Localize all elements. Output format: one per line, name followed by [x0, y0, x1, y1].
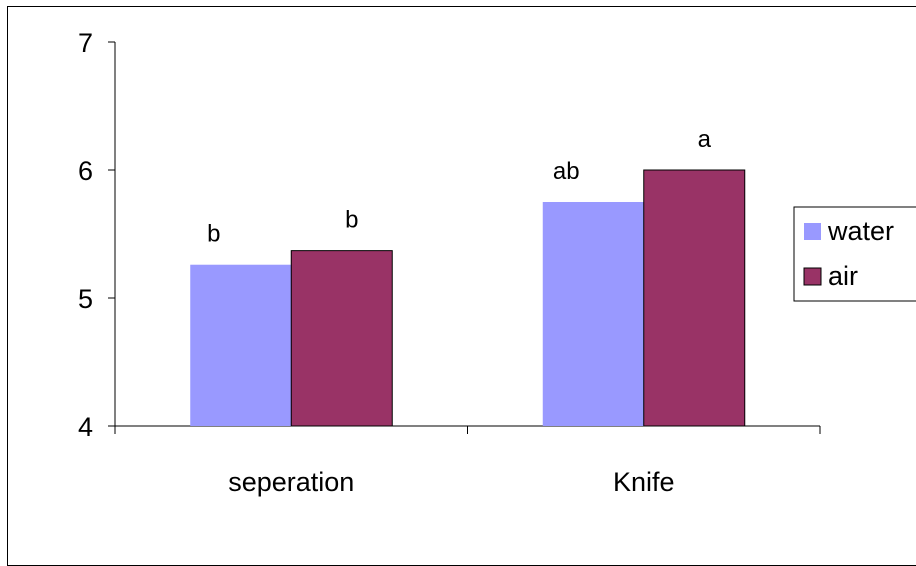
legend: water air	[793, 206, 916, 302]
legend-swatch-water	[804, 223, 821, 240]
y-tick-label: 5	[78, 284, 93, 314]
x-category-label: seperation	[228, 467, 354, 497]
bar-significance-label: ab	[553, 158, 580, 185]
bar-water-Knife	[542, 202, 644, 426]
bar-significance-label: b	[207, 221, 220, 248]
legend-swatch-air	[803, 267, 822, 286]
bar-significance-label: b	[345, 207, 358, 234]
bar-labels: b b ab a	[207, 126, 712, 248]
bar-chart: 4 5 6 7 b b ab a seperation Knife water air	[78, 28, 916, 497]
legend-label: air	[828, 261, 858, 291]
x-axis-ticks	[114, 426, 821, 434]
legend-items: water air	[803, 216, 894, 291]
bar-water-seperation	[190, 264, 292, 426]
y-axis-ticks: 4 5 6 7	[78, 28, 115, 442]
bar-air-seperation	[290, 250, 393, 427]
category-labels: seperation Knife	[228, 467, 674, 497]
bar-air-Knife	[643, 169, 746, 427]
bar-significance-label: a	[698, 126, 712, 153]
y-tick-label: 4	[78, 412, 93, 442]
legend-label: water	[827, 216, 894, 246]
y-tick-label: 6	[78, 156, 93, 186]
x-category-label: Knife	[613, 467, 675, 497]
bars	[190, 169, 746, 427]
y-tick-label: 7	[78, 28, 93, 58]
